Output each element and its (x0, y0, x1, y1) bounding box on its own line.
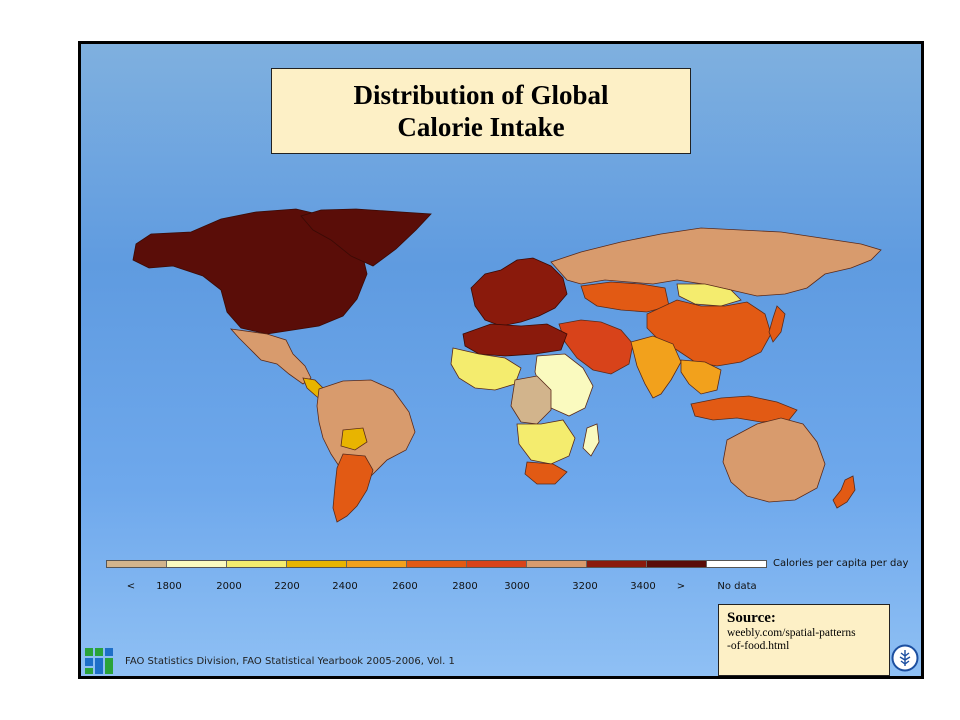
region-mongolia (676, 283, 742, 307)
legend-tick: 2200 (274, 581, 300, 592)
region-southern-africa (516, 419, 576, 465)
legend-title: Calories per capita per day (773, 558, 909, 569)
legend-swatch (167, 561, 227, 567)
legend-tick: 2000 (216, 581, 242, 592)
region-central-africa (510, 375, 552, 425)
region-kazakhstan (580, 281, 670, 313)
region-russia (550, 227, 882, 297)
region-north-africa (462, 323, 568, 357)
legend-tick: 3000 (504, 581, 530, 592)
legend-swatch (467, 561, 527, 567)
legend-tick: > (676, 581, 686, 592)
region-greenland (300, 208, 432, 267)
fao-emblem-icon (891, 644, 919, 672)
title-line-2: Calorie Intake (397, 112, 565, 142)
legend-tick: 2800 (452, 581, 478, 592)
region-japan (768, 305, 786, 343)
region-western-europe (470, 257, 568, 327)
world-map (132, 208, 882, 523)
legend-swatch (407, 561, 467, 567)
legend-tick: 2400 (332, 581, 358, 592)
legend-swatch (347, 561, 407, 567)
region-australia (722, 417, 826, 503)
region-argentina (332, 453, 374, 523)
legend-swatch (227, 561, 287, 567)
region-north-america (132, 208, 368, 335)
source-url-line-1[interactable]: weebly.com/spatial-patterns (727, 627, 856, 639)
region-mexico (229, 328, 312, 385)
region-madagascar (582, 423, 600, 457)
title-line-1: Distribution of Global (353, 80, 609, 110)
region-middle-east (558, 319, 634, 375)
legend-swatch (647, 561, 707, 567)
region-new-zealand (832, 475, 856, 509)
footer-citation: FAO Statistics Division, FAO Statistical… (125, 656, 455, 667)
legend-color-bar (106, 560, 767, 568)
legend-tick: < (126, 581, 136, 592)
legend-tick: 1800 (156, 581, 182, 592)
legend-swatch (587, 561, 647, 567)
legend-swatch (707, 561, 766, 567)
legend-tick: 3400 (630, 581, 656, 592)
region-west-africa (450, 347, 522, 391)
legend-tick: No data (717, 581, 757, 592)
region-south-africa (524, 461, 568, 485)
source-url-line-2[interactable]: -of-food.html (727, 640, 790, 652)
title-box: Distribution of Global Calorie Intake (271, 68, 691, 154)
source-label: Source: (727, 610, 776, 626)
fao-statistics-logo-icon (85, 648, 113, 674)
map-slide: Distribution of Global Calorie Intake Ca… (78, 41, 924, 679)
legend-swatch (287, 561, 347, 567)
legend-swatch (527, 561, 587, 567)
source-box: Source: weebly.com/spatial-patterns -of-… (718, 604, 890, 676)
region-india (630, 335, 682, 399)
legend-tick: 2600 (392, 581, 418, 592)
legend-swatch (107, 561, 167, 567)
region-bolivia (340, 427, 368, 451)
legend-tick: 3200 (572, 581, 598, 592)
region-southeast-asia (680, 359, 722, 395)
